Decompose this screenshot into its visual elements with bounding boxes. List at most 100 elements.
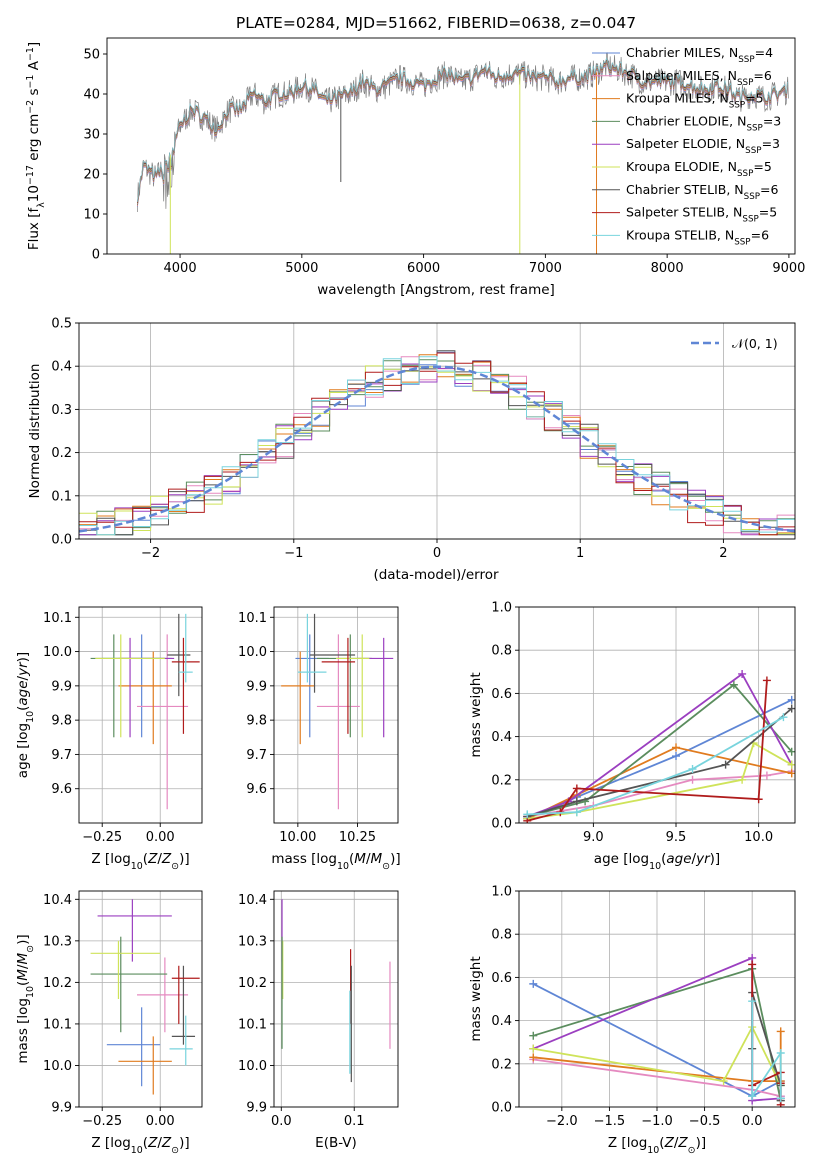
- text-part: /: [15, 675, 31, 680]
- weight-line-8: [751, 1001, 782, 1100]
- tick-label-x: −1.0: [641, 1114, 673, 1129]
- x-axis-label: Z [log10(Z/Z⊙)]: [91, 1135, 189, 1156]
- text-part: −1: [25, 75, 36, 89]
- weight-marker: [762, 676, 771, 685]
- text-part: Z: [664, 1135, 675, 1151]
- weight-line-6: [527, 707, 793, 818]
- weight-marker: [787, 695, 795, 704]
- x-axis-label: Z [log10(Z/Z⊙)]: [91, 851, 189, 872]
- text-part: Kroupa ELODIE, N: [626, 159, 737, 174]
- tick-label-x: −2: [141, 546, 160, 561]
- tick-label-y: 40: [83, 88, 100, 103]
- tick-label-x: 8000: [651, 261, 684, 276]
- tick-label-y: 0.2: [51, 446, 72, 461]
- weight-marker: [787, 760, 795, 769]
- tick-label-y: 0.0: [491, 1101, 512, 1116]
- tick-label-x: 10.0: [744, 830, 773, 845]
- text-part: (: [143, 1135, 148, 1151]
- text-part: −1: [25, 47, 36, 61]
- text-part: 10: [131, 861, 143, 872]
- text-part: M: [371, 851, 383, 867]
- tick-label-y: 10.1: [43, 1017, 72, 1032]
- errorbar-point-4: [97, 899, 172, 962]
- text-part: yr: [15, 661, 31, 677]
- axes-frame: [518, 890, 796, 1108]
- text-part: 10: [131, 1145, 143, 1156]
- tick-label-y: 9.8: [246, 714, 267, 729]
- tick-label-x: 4000: [164, 261, 197, 276]
- text-part: Z: [147, 1135, 158, 1151]
- text-part: Z [log: [608, 1135, 647, 1151]
- weight-marker: [787, 747, 795, 756]
- weight-marker: [672, 752, 681, 761]
- text-part: )]: [710, 851, 721, 867]
- tick-label-y: 10.4: [238, 893, 267, 908]
- errorbar-point-7: [321, 637, 356, 734]
- tick-label-y: 0.1: [51, 489, 72, 504]
- panel-5: −0.25 0.00 9.9 10.0 10.1 10.2 10.3 10.4: [43, 890, 203, 1129]
- panel-4: 9.0 9.5 10.0 0.0 0.2 0.4 0.6 0.8 1.0: [491, 601, 796, 845]
- legend-label: Kroupa ELODIE, NSSP=5: [626, 159, 772, 179]
- tick-label-y: 0.4: [491, 730, 512, 745]
- tick-label-x: 5000: [285, 261, 318, 276]
- tick-label-y: 9.6: [51, 782, 72, 797]
- text-part: /: [674, 1135, 679, 1151]
- text-part: ⊙: [171, 861, 179, 872]
- text-part: erg cm: [26, 114, 42, 165]
- text-part: /: [692, 851, 697, 867]
- text-part: =3: [763, 113, 781, 128]
- tick-label-y: 10.0: [43, 1059, 72, 1074]
- text-part: Kroupa STELIB, N: [626, 227, 734, 242]
- weight-marker: [529, 979, 538, 988]
- weight-marker: [787, 704, 795, 713]
- text-part: −2: [25, 100, 36, 114]
- tick-label-y: 0.5: [51, 317, 72, 332]
- tick-label-x: −1: [284, 546, 303, 561]
- weight-marker: [738, 669, 747, 678]
- axes-frame: [78, 322, 796, 540]
- tick-label-y: 9.9: [246, 679, 267, 694]
- text-part: M: [15, 952, 31, 964]
- tick-label-y: 9.7: [246, 748, 267, 763]
- weight-marker: [688, 765, 697, 773]
- text-part: E(B-V): [315, 1135, 357, 1151]
- tick-label-x: 7000: [529, 261, 562, 276]
- text-part: (: [661, 851, 666, 867]
- text-part: )]: [696, 1135, 707, 1151]
- tick-label-y: 10: [83, 208, 100, 223]
- tick-label-y: 9.9: [246, 1101, 267, 1116]
- legend-label: Kroupa MILES, NSSP=5: [626, 91, 764, 111]
- text-part: SSP: [746, 123, 762, 133]
- text-part: yr: [695, 851, 711, 867]
- axes-frame: [78, 606, 203, 824]
- tick-label-y: 1.0: [491, 885, 512, 900]
- text-part: )]: [15, 652, 31, 663]
- text-part: ]: [26, 42, 42, 47]
- axes-frame: [78, 890, 203, 1108]
- text-part: SSP: [738, 55, 754, 65]
- text-part: (: [143, 851, 148, 867]
- tick-label-y: 20: [83, 168, 100, 183]
- errorbar-point-5: [90, 940, 161, 999]
- weight-marker: [776, 1049, 785, 1057]
- x-axis-label: E(B-V): [315, 1135, 357, 1151]
- tick-label-y: 10.1: [238, 611, 267, 626]
- text-part: M: [354, 851, 366, 867]
- tick-label-y: 9.7: [51, 748, 72, 763]
- panel-2: −0.25 0.00 9.6 9.7 9.8 9.9 10.0 10.1: [43, 606, 203, 845]
- tick-label-y: 0.6: [491, 687, 512, 702]
- x-axis-label: (data-model)/error: [373, 567, 499, 583]
- errorbar-point-4: [118, 637, 175, 738]
- tick-label-y: 10.2: [43, 976, 72, 991]
- errorbar-point-7: [171, 965, 200, 1024]
- x-axis-label: age [log10(age/yr)]: [594, 851, 720, 872]
- legend-label: Salpeter MILES, NSSP=6: [626, 68, 772, 88]
- text-part: Z: [161, 851, 172, 867]
- text-part: Salpeter ELODIE, N: [626, 136, 745, 151]
- plot-area: [281, 613, 394, 810]
- tick-label-x: 10.00: [279, 830, 316, 845]
- tick-label-x: 0.00: [146, 830, 175, 845]
- text-part: 10: [26, 185, 42, 202]
- tick-label-x: 0.0: [271, 1114, 292, 1129]
